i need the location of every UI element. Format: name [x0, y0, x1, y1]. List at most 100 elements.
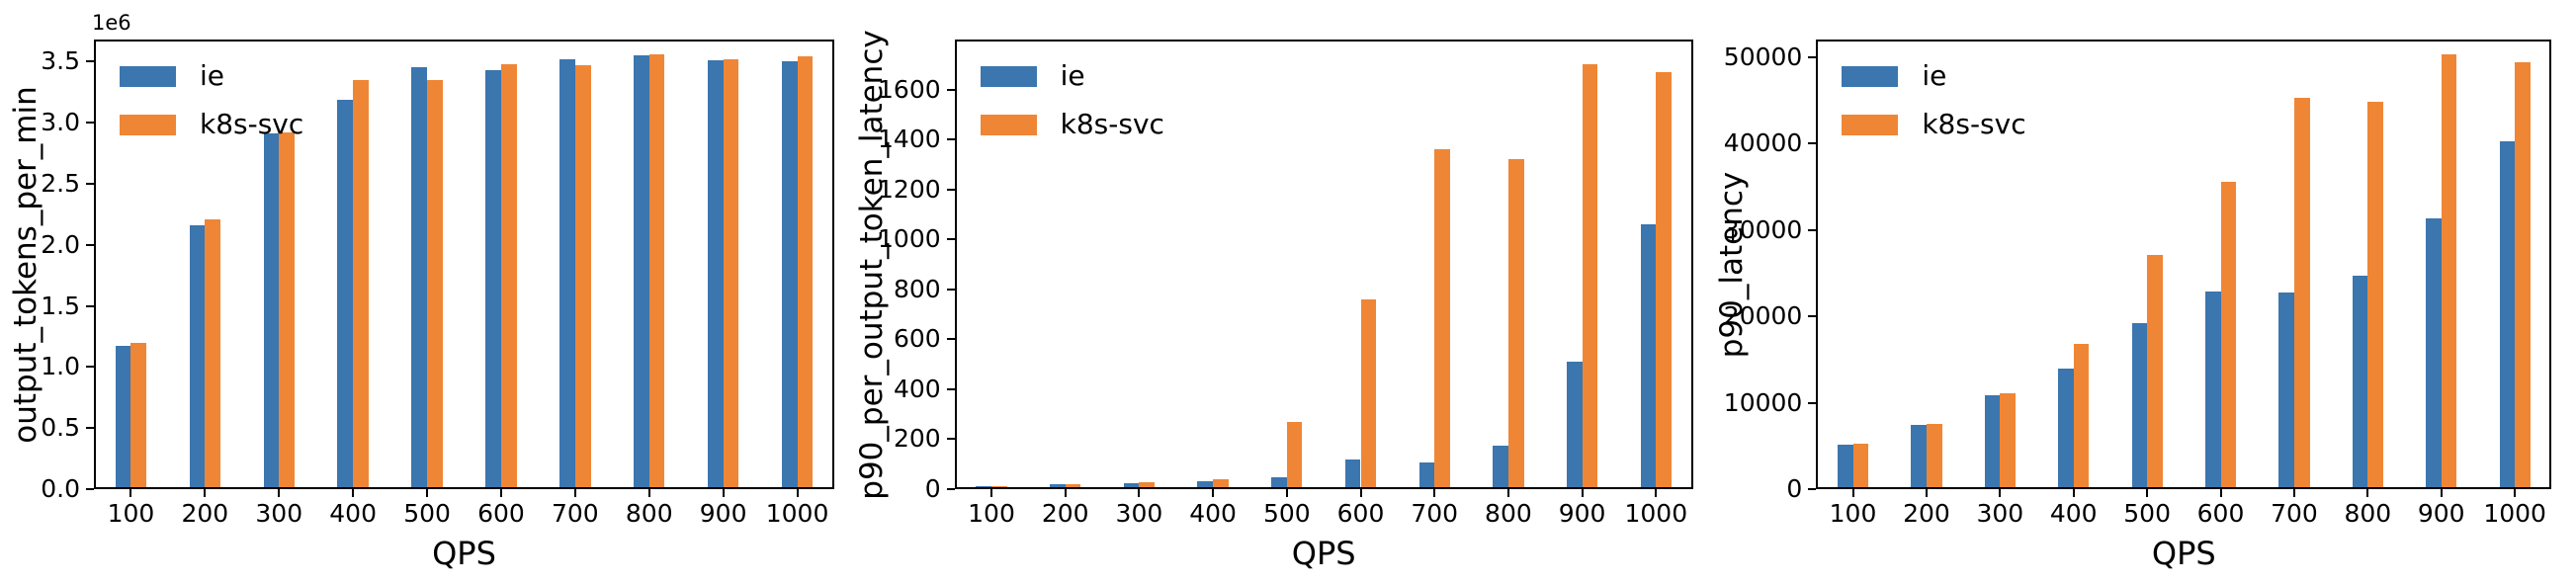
x-tick-mark — [2366, 489, 2369, 497]
bar-ie-700 — [2278, 292, 2294, 489]
y-tick-label: 30000 — [1723, 214, 1803, 244]
y-tick-label: 0.0 — [41, 474, 80, 503]
x-tick-label: 800 — [1485, 499, 1532, 528]
legend-label-ie: ie — [200, 59, 225, 92]
legend-item-ie: ie — [120, 62, 303, 90]
bar-k8s-svc-200 — [1926, 423, 1942, 489]
bar-ie-500 — [1271, 476, 1287, 489]
x-tick-mark — [1212, 489, 1215, 497]
x-tick-mark — [2440, 489, 2443, 497]
bar-k8s-svc-600 — [1360, 298, 1377, 489]
x-tick-mark — [1285, 489, 1288, 497]
y-tick-label: 20000 — [1723, 301, 1803, 330]
bar-ie-900 — [707, 60, 724, 489]
x-axis-label: QPS — [1291, 535, 1356, 572]
legend-label-ie: ie — [1060, 59, 1085, 92]
bar-k8s-svc-500 — [427, 79, 443, 489]
y-tick-label: 0.5 — [41, 413, 80, 443]
y-tick-mark — [86, 243, 94, 246]
legend-label-k8s-svc: k8s-svc — [200, 108, 304, 140]
x-tick-label: 100 — [107, 499, 155, 528]
bar-ie-100 — [976, 486, 991, 489]
bar-ie-100 — [115, 346, 131, 489]
bar-ie-1000 — [2499, 141, 2516, 489]
y-tick-mark — [86, 366, 94, 369]
y-tick-label: 0 — [1786, 474, 1803, 503]
x-tick-mark — [2292, 489, 2295, 497]
x-tick-mark — [796, 489, 799, 497]
y-tick-label: 2.5 — [41, 168, 80, 198]
x-tick-label: 400 — [329, 499, 377, 528]
x-tick-mark — [426, 489, 429, 497]
legend-swatch-k8s-svc — [1842, 114, 1899, 135]
x-tick-mark — [1064, 489, 1067, 497]
bar-ie-800 — [634, 55, 649, 489]
legend: ie k8s-svc — [120, 62, 303, 159]
bar-k8s-svc-300 — [279, 131, 295, 489]
y-tick-mark — [86, 427, 94, 430]
y-tick-label: 3.0 — [41, 108, 80, 137]
x-tick-label: 800 — [2344, 499, 2392, 528]
x-tick-label: 300 — [1976, 499, 2024, 528]
bar-ie-400 — [337, 99, 354, 489]
bar-k8s-svc-400 — [1213, 479, 1229, 489]
y-axis-label: p90_per_output_token_latency — [853, 29, 890, 500]
legend: ie k8s-svc — [1842, 59, 2026, 159]
x-axis-label: QPS — [2151, 535, 2216, 572]
legend-label-ie: ie — [1922, 59, 1947, 92]
legend-swatch-ie — [120, 65, 176, 87]
bar-k8s-svc-100 — [991, 486, 1007, 489]
legend-label-k8s-svc: k8s-svc — [1060, 108, 1164, 140]
x-tick-mark — [1138, 489, 1141, 497]
bar-chart-p90-latency: 0 10000 20000 30000 40000 50000 100 200 300 400 50… — [1714, 0, 2576, 585]
y-tick-mark — [946, 88, 955, 91]
bar-ie-600 — [485, 69, 501, 489]
bar-ie-700 — [1418, 461, 1435, 489]
y-tick-mark — [946, 188, 955, 191]
x-tick-mark — [204, 489, 207, 497]
x-tick-mark — [129, 489, 132, 497]
axis-offset-text: 1e6 — [92, 11, 131, 35]
y-axis-label: output_tokens_per_min — [8, 85, 43, 444]
y-tick-label: 1200 — [878, 174, 941, 204]
bar-ie-500 — [2131, 323, 2148, 489]
bar-ie-300 — [263, 133, 280, 489]
y-tick-mark — [1808, 55, 1817, 58]
bar-k8s-svc-900 — [723, 58, 739, 489]
x-tick-mark — [278, 489, 281, 497]
y-tick-mark — [946, 387, 955, 390]
y-tick-label: 2.0 — [41, 229, 80, 259]
x-tick-label: 200 — [1903, 499, 1950, 528]
y-tick-mark — [1808, 401, 1817, 404]
x-axis-label: QPS — [432, 535, 496, 572]
bar-ie-100 — [1837, 444, 1853, 489]
x-tick-label: 200 — [181, 499, 229, 528]
y-tick-label: 1400 — [878, 125, 941, 154]
x-tick-label: 100 — [1829, 499, 1877, 528]
y-tick-label: 800 — [893, 274, 941, 303]
y-tick-mark — [86, 182, 94, 185]
bar-k8s-svc-300 — [1139, 482, 1156, 489]
y-tick-mark — [1808, 488, 1817, 490]
y-tick-mark — [946, 238, 955, 241]
x-tick-mark — [1851, 489, 1854, 497]
bar-ie-700 — [559, 58, 575, 489]
legend-label-k8s-svc: k8s-svc — [1922, 108, 2026, 140]
x-tick-label: 900 — [699, 499, 747, 528]
x-tick-mark — [2146, 489, 2149, 497]
x-tick-mark — [647, 489, 650, 497]
bar-ie-200 — [189, 224, 206, 489]
x-tick-label: 700 — [551, 499, 599, 528]
y-tick-label: 3.5 — [41, 46, 80, 76]
x-tick-label: 500 — [403, 499, 451, 528]
legend-item-ie: ie — [980, 59, 1164, 92]
y-tick-label: 1000 — [878, 224, 941, 254]
bar-k8s-svc-500 — [2147, 254, 2163, 489]
x-tick-label: 100 — [968, 499, 1015, 528]
bar-ie-1000 — [1640, 224, 1657, 489]
x-tick-mark — [1433, 489, 1436, 497]
x-tick-mark — [352, 489, 355, 497]
bar-ie-300 — [1123, 482, 1140, 489]
bar-k8s-svc-900 — [1582, 64, 1598, 489]
